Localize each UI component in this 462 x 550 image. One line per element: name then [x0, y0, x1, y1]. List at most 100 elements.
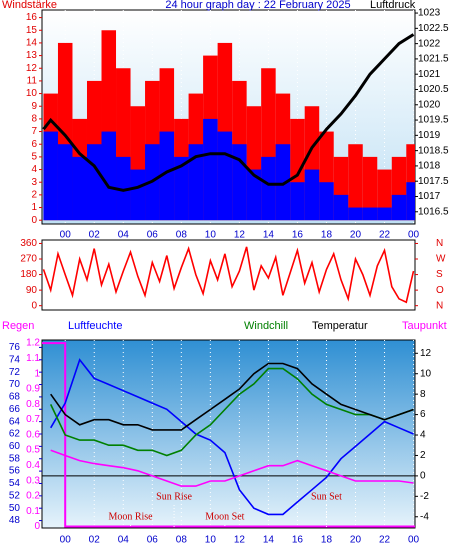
y-tick-label: 180	[20, 269, 37, 280]
y3-tick-label: 0.6	[26, 429, 40, 440]
y2-tick-label: 1020	[418, 99, 441, 110]
y-tick-label: 68	[9, 392, 21, 403]
x-tick-label: 22	[379, 230, 391, 241]
y2-tick-label: 6	[420, 409, 426, 420]
wind-bar	[348, 144, 363, 221]
x-tick-label: 00	[60, 230, 72, 241]
wind-bar	[362, 156, 378, 221]
x-tick-label: 04	[118, 230, 130, 241]
y-tick-label: 48	[9, 515, 21, 526]
wind-bar	[72, 156, 87, 221]
series-line	[42, 33, 415, 192]
x-tick-label: 06	[147, 535, 159, 546]
y2-tick-label: 1022.5	[418, 23, 449, 34]
x-tick-label: 14	[263, 535, 275, 546]
legend-entry: Windchill	[244, 320, 288, 332]
x-tick-label: 14	[263, 230, 275, 241]
y2-tick-label: 0	[420, 471, 426, 482]
wind-bar	[174, 156, 189, 221]
x-tick-label: 08	[176, 230, 188, 241]
y3-tick-label: 0.9	[26, 384, 40, 395]
y-tick-label: 5	[31, 152, 37, 163]
y2-tick-label: -4	[420, 511, 429, 522]
y2-tick-label: 1018.5	[418, 145, 449, 156]
plot-background	[41, 339, 416, 529]
y-tick-label: 70	[9, 379, 21, 390]
y2-tick-label: -2	[420, 491, 429, 502]
y-tick-label: 8	[31, 114, 37, 125]
y-tick-label: 9	[31, 101, 37, 112]
wind-bar	[86, 144, 102, 221]
y-tick-label: 3	[31, 177, 37, 188]
wind-bar	[261, 156, 276, 221]
y2-axis-label: Luftdruck	[370, 0, 416, 11]
y2-tick-label: 1016.5	[418, 206, 449, 217]
wind-bar	[290, 182, 305, 221]
y-tick-label: 360	[20, 238, 37, 249]
wind-bar	[275, 144, 291, 221]
y2-tick-label: 1021	[418, 69, 441, 80]
wind-bar	[333, 194, 349, 221]
x-tick-label: 20	[350, 535, 362, 546]
y-tick-label: 10	[26, 88, 38, 99]
y-tick-label: 1	[31, 202, 37, 213]
y-tick-label: 11	[27, 76, 38, 87]
y-tick-label: 0	[31, 300, 37, 311]
y-tick-label: 4	[31, 164, 37, 175]
y-tick-label: 7	[31, 126, 37, 137]
x-tick-label: 00	[60, 535, 72, 546]
plot-background	[41, 239, 416, 311]
y-tick-label: 12	[26, 63, 38, 74]
x-tick-label: 08	[176, 535, 188, 546]
y3-tick-label: 1	[34, 368, 40, 379]
wind-bar	[57, 144, 73, 221]
y-tick-label: 66	[9, 404, 21, 415]
x-tick-label: 10	[205, 230, 217, 241]
series-line	[50, 358, 414, 516]
y3-tick-label: 0.2	[26, 491, 40, 502]
y-tick-label: 2	[31, 190, 37, 201]
y3-tick-label: 0.1	[26, 506, 40, 517]
x-tick-label: 16	[292, 230, 304, 241]
wind-bar	[43, 131, 58, 221]
x-tick-label: 06	[147, 230, 159, 241]
y2-tick-label: 1018	[418, 161, 441, 172]
y3-tick-label: 0.8	[26, 399, 40, 410]
y2-tick-label: 1019	[418, 130, 441, 141]
y3-tick-label: 0.4	[26, 460, 40, 471]
y-tick-label: 6	[31, 139, 37, 150]
wind-bar	[203, 118, 218, 221]
wind-bar	[217, 131, 233, 221]
y2-tick-label: 1017	[418, 191, 441, 202]
y-tick-label: 64	[9, 416, 21, 427]
y2-tick-label: 1019.5	[418, 115, 449, 126]
x-tick-label: 18	[321, 230, 333, 241]
y2-tick-label: N	[436, 300, 443, 311]
y2-tick-label: 1023	[418, 8, 441, 19]
plot-area	[42, 340, 415, 528]
x-tick-label: 04	[118, 535, 130, 546]
x-tick-label: 22	[379, 535, 391, 546]
wind-bar	[246, 169, 262, 221]
wind-bar	[116, 156, 131, 221]
y2-tick-label: S	[436, 269, 443, 280]
y2-tick-label: W	[436, 254, 446, 265]
wind-bar	[101, 131, 117, 221]
event-label: Sun Set	[311, 491, 342, 502]
y2-tick-label: 10	[420, 368, 432, 379]
y2-tick-label: N	[436, 238, 443, 249]
legend-entry: Temperatur	[312, 320, 368, 332]
series-line	[50, 362, 414, 431]
wind-bar	[159, 131, 175, 221]
event-label: Moon Rise	[108, 511, 153, 522]
y2-tick-label: O	[436, 285, 444, 296]
y2-tick-label: 1020.5	[418, 84, 449, 95]
y-tick-label: 50	[9, 503, 21, 514]
wind-bar	[232, 144, 247, 221]
y-tick-label: 0	[31, 215, 37, 226]
series-line	[42, 246, 415, 304]
wind-bar	[377, 207, 392, 221]
wind-bar	[406, 182, 415, 221]
